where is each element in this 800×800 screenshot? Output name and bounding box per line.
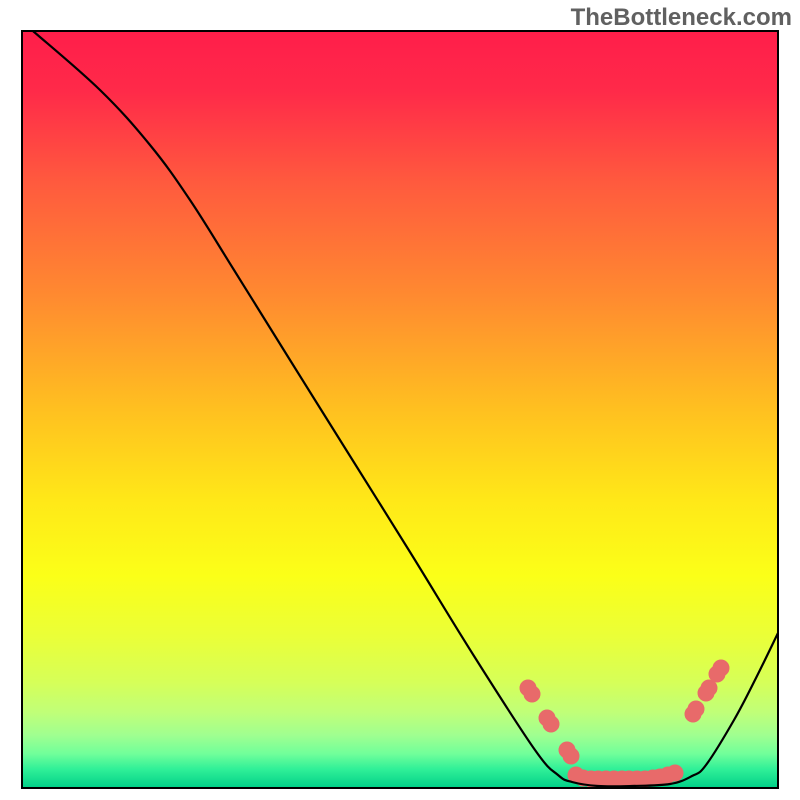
bottleneck-chart: TheBottleneck.com (0, 0, 800, 800)
chart-svg (0, 0, 800, 800)
marker-dot (524, 686, 540, 702)
marker-dot (688, 701, 704, 717)
marker-dot (713, 660, 729, 676)
marker-dot (563, 748, 579, 764)
gradient-background (22, 31, 778, 788)
marker-dot (543, 716, 559, 732)
marker-dot (701, 680, 717, 696)
marker-dot (667, 765, 683, 781)
watermark-text: TheBottleneck.com (571, 4, 792, 32)
